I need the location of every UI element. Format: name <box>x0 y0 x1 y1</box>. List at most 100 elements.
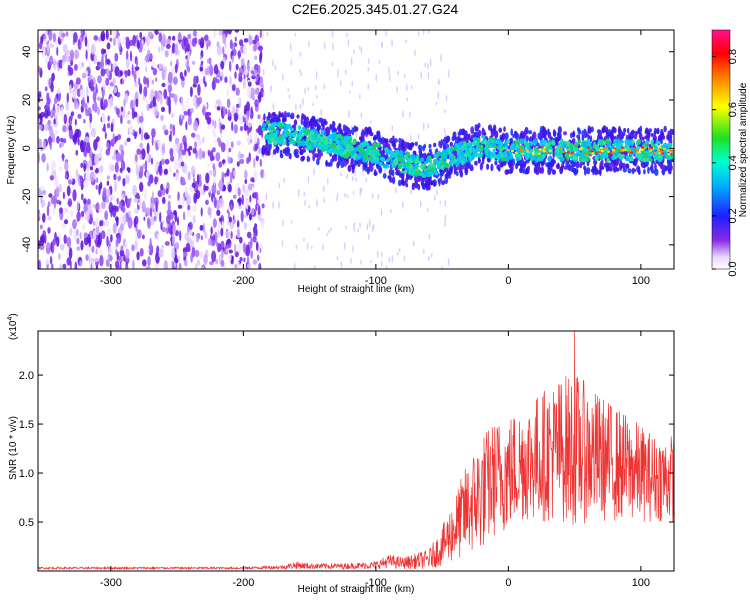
noise-cell <box>112 222 117 234</box>
noise-cell <box>251 75 256 80</box>
y-tick-label: -20 <box>21 189 33 205</box>
signal-cell <box>430 167 435 172</box>
noise-cell <box>243 109 247 115</box>
noise-cell <box>110 122 114 133</box>
noise-cell <box>300 72 303 77</box>
noise-cell <box>170 212 174 220</box>
signal-cell <box>463 153 469 158</box>
noise-cell <box>53 58 57 70</box>
signal-cell <box>670 129 674 135</box>
signal-cell <box>477 153 483 159</box>
signal-cell <box>393 153 398 158</box>
noise-cell <box>238 113 244 125</box>
signal-cell <box>374 159 379 165</box>
noise-cell <box>243 62 246 75</box>
noise-cell <box>172 76 178 85</box>
noise-cell <box>240 210 244 223</box>
noise-cell <box>80 30 84 36</box>
noise-cell <box>45 101 50 111</box>
signal-peak-cell <box>658 146 662 149</box>
signal-cell <box>288 141 292 145</box>
noise-cell <box>56 136 60 144</box>
noise-cell <box>131 64 134 76</box>
signal-cell <box>282 133 286 140</box>
noise-cell <box>163 124 167 131</box>
noise-cell <box>142 163 146 169</box>
signal-cell <box>306 144 311 151</box>
svg-text:(x104): (x104) <box>7 313 19 340</box>
noise-cell <box>427 30 430 35</box>
signal-cell <box>437 178 441 184</box>
noise-cell <box>100 97 104 110</box>
colorbar <box>711 29 731 270</box>
signal-cell <box>455 161 460 167</box>
noise-cell <box>136 39 140 50</box>
noise-cell <box>405 39 407 44</box>
noise-cell <box>186 209 192 218</box>
noise-cell <box>326 232 328 237</box>
signal-peak-cell <box>525 149 529 152</box>
signal-cell <box>449 165 452 174</box>
noise-cell <box>444 131 447 138</box>
noise-cell <box>83 202 88 214</box>
noise-cell <box>185 168 189 176</box>
noise-cell <box>179 142 183 152</box>
signal-cell <box>598 132 602 138</box>
noise-cell <box>367 67 370 72</box>
noise-cell <box>65 31 69 37</box>
noise-cell <box>61 61 65 69</box>
noise-cell <box>220 259 225 268</box>
noise-cell <box>199 78 204 84</box>
noise-cell <box>85 171 91 183</box>
noise-cell <box>430 252 433 258</box>
signal-peak-cell <box>531 153 535 156</box>
noise-cell <box>153 207 157 216</box>
noise-cell <box>92 221 96 226</box>
noise-cell <box>189 112 192 119</box>
signal-cell <box>426 157 431 163</box>
signal-cell <box>346 143 350 150</box>
noise-cell <box>328 229 330 234</box>
signal-cell <box>423 144 427 149</box>
noise-cell <box>250 106 253 114</box>
signal-cell <box>268 129 272 134</box>
noise-cell <box>147 31 153 38</box>
snr-exponent-power: 4 <box>7 317 14 321</box>
noise-cell <box>249 212 252 221</box>
noise-cell <box>380 208 383 217</box>
signal-cell <box>358 150 363 157</box>
noise-cell <box>64 160 69 172</box>
noise-cell <box>98 233 101 245</box>
signal-cell <box>456 147 461 152</box>
noise-cell <box>401 201 404 210</box>
signal-cell <box>400 170 405 174</box>
signal-cell <box>514 139 520 146</box>
noise-cell <box>233 112 238 122</box>
noise-cell <box>112 77 116 85</box>
noise-cell <box>254 223 258 230</box>
noise-cell <box>245 68 248 76</box>
signal-cell <box>361 141 367 147</box>
noise-cell <box>245 186 249 197</box>
noise-cell <box>231 256 234 262</box>
noise-cell <box>50 122 55 127</box>
signal-cell <box>414 141 418 147</box>
noise-cell <box>109 37 113 42</box>
signal-cell <box>318 151 324 157</box>
noise-cell <box>443 127 446 132</box>
noise-cell <box>186 97 189 110</box>
signal-cell <box>312 154 316 162</box>
noise-cell <box>54 176 59 188</box>
signal-cell <box>365 150 370 154</box>
signal-cell <box>335 149 340 153</box>
signal-peak-cell <box>669 149 673 152</box>
noise-cell <box>179 230 182 242</box>
signal-cell <box>373 145 377 151</box>
noise-cell <box>38 259 41 269</box>
signal-cell <box>540 167 544 172</box>
noise-cell <box>278 182 281 189</box>
noise-cell <box>105 30 109 40</box>
noise-cell <box>168 165 172 174</box>
noise-cell <box>215 241 219 248</box>
noise-cell <box>295 244 298 250</box>
